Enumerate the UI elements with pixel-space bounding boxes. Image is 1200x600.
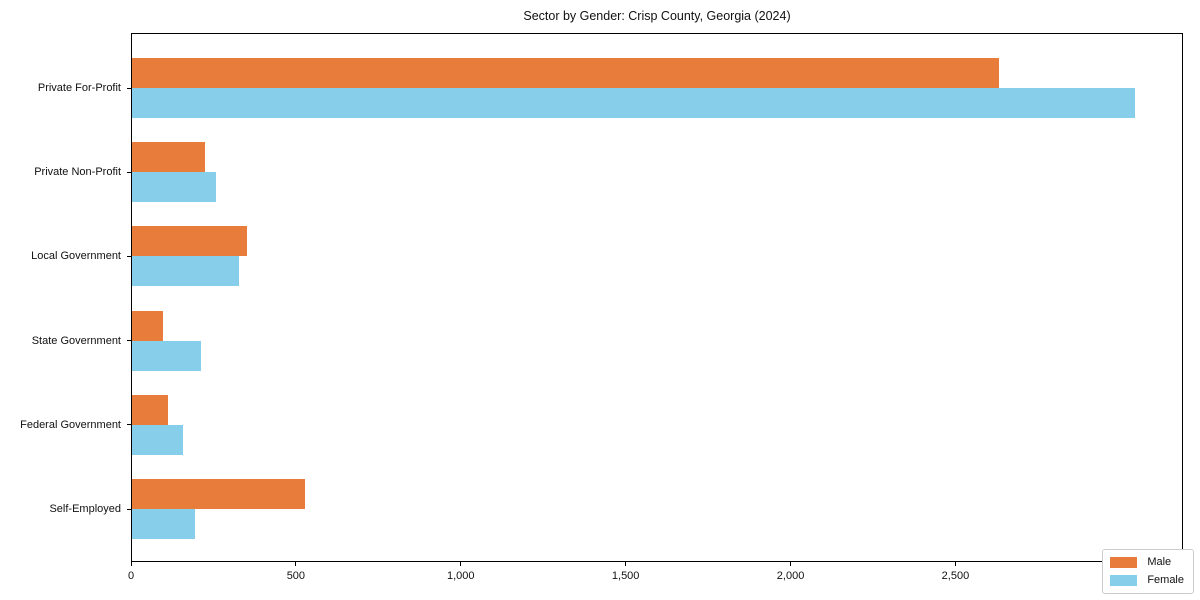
bar-male-3	[132, 310, 163, 341]
legend-item-male: Male	[1110, 556, 1184, 569]
x-tick-mark	[295, 562, 297, 566]
y-tick-mark	[127, 171, 131, 173]
x-tick-label: 500	[286, 570, 306, 582]
category-label: Local Government	[31, 250, 121, 263]
y-tick-mark	[127, 255, 131, 257]
y-tick-mark	[127, 87, 131, 89]
plot-area	[131, 33, 1183, 562]
x-tick-label: 1,000	[447, 570, 475, 582]
male-color-swatch	[1110, 557, 1138, 568]
bar-female-3	[132, 340, 201, 371]
x-tick-mark	[625, 562, 627, 566]
x-tick-label: 0	[127, 570, 135, 582]
category-label: Federal Government	[20, 418, 121, 431]
bar-male-2	[132, 226, 247, 257]
legend-label-female: Female	[1147, 574, 1184, 586]
female-color-swatch	[1110, 575, 1138, 586]
bar-male-4	[132, 394, 168, 425]
y-tick-mark	[127, 424, 131, 426]
bar-female-4	[132, 424, 183, 455]
category-label: Private For-Profit	[37, 82, 121, 94]
legend-item-female: Female	[1110, 574, 1184, 587]
bar-female-2	[132, 256, 239, 287]
x-tick-mark	[130, 562, 132, 566]
x-tick-mark	[954, 562, 956, 566]
category-label: Self-Employed	[49, 503, 121, 515]
x-tick-label: 1,500	[611, 570, 640, 582]
y-tick-mark	[127, 508, 131, 510]
x-tick-mark	[790, 562, 792, 566]
legend: Male Female	[1102, 549, 1194, 594]
chart-title: Sector by Gender: Crisp County, Georgia …	[523, 9, 791, 23]
x-tick-label: 2,500	[941, 570, 970, 582]
category-label: State Government	[31, 334, 121, 347]
bar-female-5	[132, 509, 195, 539]
x-tick-mark	[460, 562, 462, 566]
bar-male-0	[132, 58, 999, 88]
bar-male-5	[132, 479, 305, 509]
x-tick-label: 2,000	[776, 570, 805, 582]
bar-female-0	[132, 88, 1135, 118]
category-label: Private Non-Profit	[34, 166, 121, 179]
legend-label-male: Male	[1147, 556, 1172, 568]
bar-male-1	[132, 142, 205, 173]
y-tick-mark	[127, 340, 131, 342]
bar-female-1	[132, 172, 216, 203]
